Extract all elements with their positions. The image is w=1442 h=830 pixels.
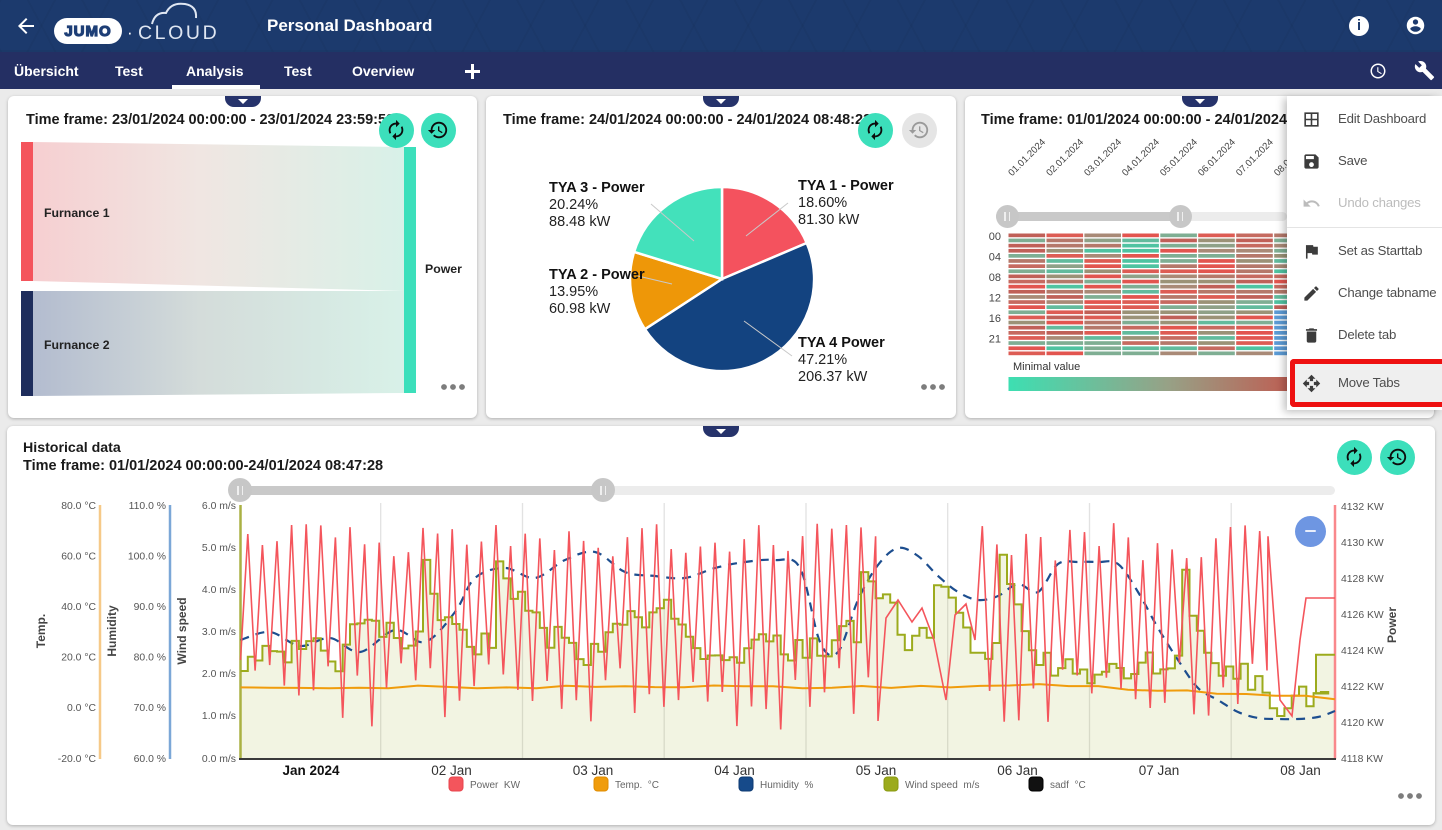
- svg-text:70.0 %: 70.0 %: [134, 703, 166, 714]
- svg-text:07.01.2024: 07.01.2024: [1234, 136, 1276, 178]
- svg-text:04.01.2024: 04.01.2024: [1120, 136, 1162, 178]
- svg-text:60.0 %: 60.0 %: [134, 754, 166, 765]
- svg-text:60.98 kW: 60.98 kW: [549, 301, 611, 317]
- svg-text:4118 KW: 4118 KW: [1341, 754, 1383, 765]
- svg-text:Wind speed m/s: Wind speed m/s: [905, 780, 979, 791]
- svg-text:12: 12: [989, 293, 1001, 305]
- svg-text:00: 00: [989, 231, 1001, 243]
- svg-text:05 Jan: 05 Jan: [856, 763, 897, 778]
- svg-text:08: 08: [989, 272, 1001, 284]
- svg-text:16: 16: [989, 313, 1001, 325]
- svg-text:4124 KW: 4124 KW: [1341, 646, 1384, 657]
- svg-text:TYA 4 Power: TYA 4 Power: [798, 335, 885, 351]
- svg-text:4120 KW: 4120 KW: [1341, 718, 1384, 729]
- svg-text:Power: Power: [1385, 607, 1399, 643]
- svg-text:03 Jan: 03 Jan: [573, 763, 614, 778]
- svg-text:4130 KW: 4130 KW: [1341, 538, 1384, 549]
- svg-text:1.0 m/s: 1.0 m/s: [202, 711, 236, 722]
- svg-text:2.0 m/s: 2.0 m/s: [202, 669, 236, 680]
- svg-text:Power KW: Power KW: [470, 780, 521, 791]
- svg-text:05.01.2024: 05.01.2024: [1158, 136, 1200, 178]
- svg-text:06.01.2024: 06.01.2024: [1196, 136, 1238, 178]
- svg-text:Temp.: Temp.: [34, 614, 48, 648]
- svg-text:TYA 1 - Power: TYA 1 - Power: [798, 178, 894, 194]
- svg-text:4.0 m/s: 4.0 m/s: [202, 585, 236, 596]
- svg-text:40.0 °C: 40.0 °C: [61, 602, 96, 613]
- svg-text:3.0 m/s: 3.0 m/s: [202, 627, 236, 638]
- svg-text:47.21%: 47.21%: [798, 352, 847, 368]
- svg-text:07 Jan: 07 Jan: [1139, 763, 1180, 778]
- svg-text:Power: Power: [425, 262, 462, 276]
- svg-text:18.60%: 18.60%: [798, 195, 847, 211]
- svg-text:08 Jan: 08 Jan: [1280, 763, 1321, 778]
- svg-text:100.0 %: 100.0 %: [128, 552, 166, 563]
- svg-text:02.01.2024: 02.01.2024: [1044, 136, 1086, 178]
- svg-text:60.0 °C: 60.0 °C: [61, 552, 96, 563]
- svg-text:TYA 3 - Power: TYA 3 - Power: [549, 180, 645, 196]
- svg-text:01.01.2024: 01.01.2024: [1006, 136, 1048, 178]
- svg-text:Temp. °C: Temp. °C: [615, 780, 659, 791]
- svg-text:Humidity %: Humidity %: [760, 780, 813, 791]
- svg-text:-20.0 °C: -20.0 °C: [58, 754, 97, 765]
- svg-text:Furnance 1: Furnance 1: [44, 206, 110, 220]
- svg-text:0.0 °C: 0.0 °C: [67, 703, 96, 714]
- svg-text:02 Jan: 02 Jan: [431, 763, 472, 778]
- svg-text:4128 KW: 4128 KW: [1341, 574, 1384, 585]
- svg-text:110.0 %: 110.0 %: [129, 501, 166, 512]
- svg-text:21: 21: [989, 334, 1001, 346]
- svg-text:13.95%: 13.95%: [549, 284, 598, 300]
- svg-text:80.0 %: 80.0 %: [134, 653, 166, 664]
- svg-text:80.0 °C: 80.0 °C: [61, 501, 96, 512]
- svg-text:4132 KW: 4132 KW: [1341, 502, 1384, 513]
- svg-text:Minimal value: Minimal value: [1013, 361, 1080, 373]
- svg-text:20.24%: 20.24%: [549, 197, 598, 213]
- svg-text:06 Jan: 06 Jan: [997, 763, 1038, 778]
- svg-text:Jan 2024: Jan 2024: [282, 763, 340, 778]
- svg-text:sadf °C: sadf °C: [1050, 780, 1086, 791]
- svg-text:4126 KW: 4126 KW: [1341, 610, 1384, 621]
- svg-text:Humidity: Humidity: [105, 605, 119, 657]
- svg-text:Furnance 2: Furnance 2: [44, 338, 110, 352]
- svg-text:CLOUD: CLOUD: [138, 22, 219, 44]
- svg-text:81.30 kW: 81.30 kW: [798, 212, 860, 228]
- svg-text:04: 04: [989, 252, 1001, 264]
- svg-text:04 Jan: 04 Jan: [714, 763, 755, 778]
- svg-text:20.0 °C: 20.0 °C: [61, 653, 96, 664]
- svg-text:Wind speed: Wind speed: [175, 597, 189, 664]
- svg-text:TYA 2 - Power: TYA 2 - Power: [549, 267, 645, 283]
- svg-text:88.48 kW: 88.48 kW: [549, 214, 611, 230]
- svg-text:03.01.2024: 03.01.2024: [1082, 136, 1124, 178]
- svg-text:5.0 m/s: 5.0 m/s: [202, 543, 236, 554]
- svg-text:206.37 kW: 206.37 kW: [798, 369, 868, 385]
- svg-text:90.0 %: 90.0 %: [134, 602, 166, 613]
- svg-text:4122 KW: 4122 KW: [1341, 682, 1384, 693]
- svg-text:6.0 m/s: 6.0 m/s: [202, 501, 236, 512]
- svg-text:0.0 m/s: 0.0 m/s: [202, 754, 236, 765]
